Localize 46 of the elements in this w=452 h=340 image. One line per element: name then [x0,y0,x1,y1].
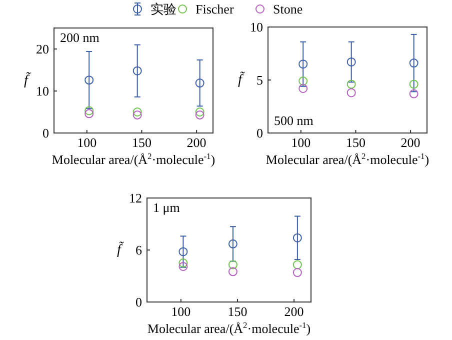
point [195,110,204,120]
point [292,268,302,278]
annotation: 500 nm [274,113,314,128]
y-tick-label: 12 [129,190,142,206]
x-axis-title: Molecular area/(Å$^{2}$·molecule$^{-1}$) [266,151,430,167]
y-tick-label: 5 [256,72,263,88]
x-tick-label: 200 [186,135,206,150]
y-tick-label: 20 [36,42,49,56]
y-tick-label: 0 [42,126,49,140]
point [132,66,142,76]
x-tick-label: 150 [132,135,152,150]
point [132,110,142,120]
legend-label: 实验 [150,2,176,16]
point [228,239,238,248]
y-axis-title: f̃ [24,72,32,88]
y-tick-label: 10 [36,84,49,98]
y-tick-label: 10 [250,20,263,34]
point [84,76,94,85]
annotation: 1 μm [153,200,180,215]
point [298,60,308,69]
x-tick-label: 100 [171,304,191,319]
legend-label: Fischer [196,2,234,16]
legend-label: Stone [273,2,303,16]
x-tick-label: 150 [346,135,366,150]
x-tick-label: 150 [228,304,248,319]
point [346,57,356,66]
x-tick-label: 100 [291,135,311,150]
y-tick-label: 0 [256,126,263,140]
x-axis-title: Molecular area/(Å$^{2}$·molecule$^{-1}$) [52,151,216,167]
point [178,247,188,256]
annotation: 200 nm [60,30,100,45]
x-tick-label: 200 [400,135,420,150]
x-axis-title: Molecular area/(Å$^{2}$·molecule$^{-1}$) [147,320,311,336]
y-tick-label: 6 [136,242,142,258]
point [292,233,302,242]
point [346,88,356,98]
point [409,80,418,89]
y-axis-title: f̃ [238,71,246,88]
y-tick-label: 0 [136,294,142,310]
y-axis-title: f̃ [117,241,124,258]
point [195,78,204,88]
point [409,58,418,68]
point [228,267,238,276]
point [132,108,142,116]
x-tick-label: 200 [284,304,304,319]
x-tick-label: 100 [77,135,97,150]
